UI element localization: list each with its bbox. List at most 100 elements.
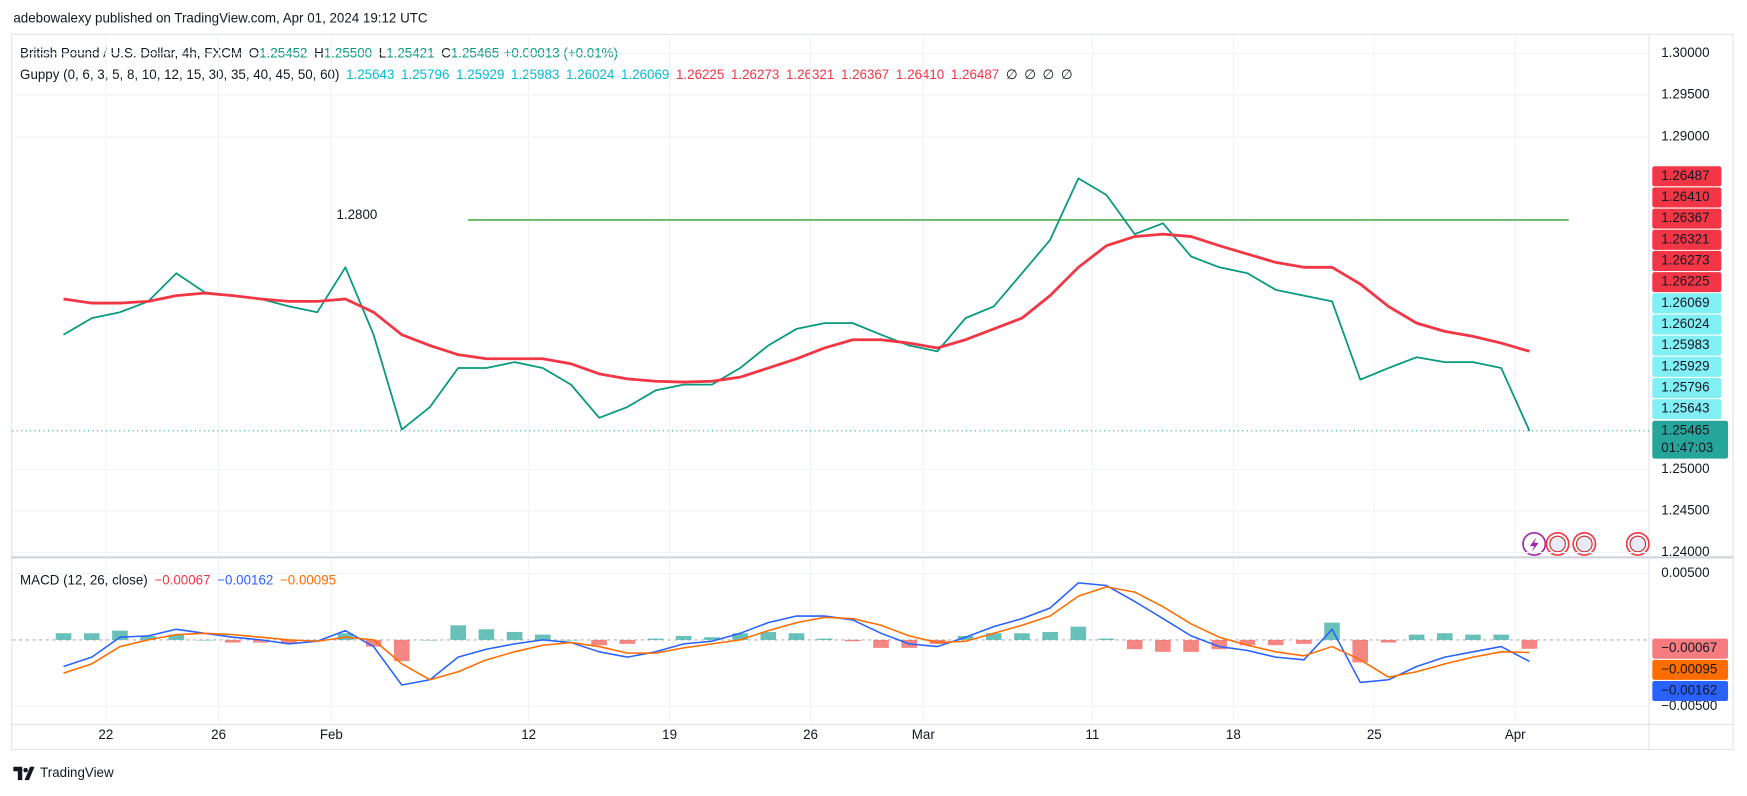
histogram-bar [365,639,382,647]
guppy-value: 1.25796 [401,66,449,81]
histogram-bar [168,634,185,640]
x-tick-label: 26 [211,727,226,742]
price-change: +0.00013 (+0.01%) [504,45,618,60]
guppy-value: ∅ [1006,66,1018,81]
histogram-bar [394,639,410,662]
histogram-bar [224,639,241,643]
histogram-bar [1493,634,1509,640]
macd-value: −0.00162 [217,572,273,587]
guppy-value: 1.25643 [346,66,394,81]
histogram-bar [422,639,438,641]
flag-icon [1629,535,1647,553]
y-tick-label: 1.24500 [1661,503,1709,518]
guppy-title: Guppy (0, 6, 3, 5, 8, 10, 12, 15, 30, 35… [20,66,339,81]
histogram-bar [1211,639,1228,650]
histogram-bar [1380,639,1397,643]
guppy-axis-box [1652,250,1722,271]
chart-frame [11,33,1734,751]
flag-icon [1549,535,1566,553]
x-tick-label: 22 [98,727,113,742]
histogram-bar [675,635,692,640]
y-tick-label: 1.24000 [1661,544,1709,559]
histogram-bar [1126,639,1143,650]
guppy-value: 1.26410 [896,66,944,81]
macd-axis-box [1652,638,1729,659]
last-price-label: 1.25465 [1661,422,1709,437]
series-line [63,582,1530,686]
series-line [63,586,1530,681]
guppy-axis-box [1652,229,1722,250]
guppy-axis-label: 1.26225 [1661,274,1709,289]
ohlc-value: 1.25465 [451,45,499,60]
guppy-value: 1.25983 [511,66,559,81]
guppy-axis-box [1652,399,1722,420]
guppy-axis-label: 1.26321 [1661,231,1709,246]
histogram-bar [534,634,551,640]
histogram-bar [704,637,720,640]
guppy-axis-label: 1.25929 [1661,358,1709,373]
ohlc-key: O [249,45,259,60]
guppy-axis-box [1652,377,1722,398]
ohlc-key: L [379,45,386,60]
histogram-bar [591,639,607,646]
histogram-bar [196,639,213,641]
histogram-bar [1070,626,1087,640]
y-tick-label: 1.25000 [1661,461,1709,476]
histogram-bar [1042,631,1058,640]
guppy-value: 1.25929 [456,66,504,81]
published-by: adebowalexy published on TradingView.com… [13,11,428,26]
guppy-axis-label: 1.26410 [1661,189,1709,204]
guppy-axis-box [1652,166,1722,187]
x-tick-label: 11 [1085,727,1099,742]
guppy-axis-label: 1.25643 [1661,401,1709,416]
guppy-value: 1.26273 [731,66,779,81]
histogram-bar [1521,639,1538,649]
series-line [63,232,1530,384]
histogram-bar [83,633,100,640]
histogram-bar [140,635,156,640]
histogram-bar [1183,639,1199,652]
guppy-value: 1.26069 [621,66,669,81]
guppy-value: 1.26024 [566,66,615,81]
guppy-axis-box [1652,335,1722,356]
histogram-bar [788,633,805,640]
histogram-bar [1352,639,1369,663]
series-line [63,177,1531,432]
last-price-box [1652,420,1729,459]
x-tick-label: 26 [803,727,818,742]
histogram-bar [845,639,861,642]
histogram-bar [450,625,466,640]
histogram-bar [478,629,495,640]
histogram-bar [1296,639,1312,644]
histogram-bar [619,639,636,644]
guppy-value: 1.26367 [841,66,889,81]
guppy-axis-box [1652,314,1722,335]
histogram-bar [55,633,72,640]
guppy-axis-box [1652,272,1722,293]
histogram-bar [873,639,889,648]
histogram-bar [732,633,748,640]
histogram-bar [563,639,579,641]
symbol-name: British Pound / U.S. Dollar, 4h, FXCM [20,45,242,60]
macd-legend: MACD (12, 26, close) −0.00067 −0.00162 −0.0… [20,572,336,587]
symbol-legend: British Pound / U.S. Dollar, 4h, FXCM O1.… [20,45,618,60]
guppy-value: 1.26225 [676,66,724,81]
macd-title: MACD (12, 26, close) [20,572,148,587]
guppy-axis-label: 1.26367 [1661,210,1709,225]
ohlc-key: C [441,45,451,60]
event-icons [1522,531,1650,556]
ohlc-value: 1.25452 [259,45,307,60]
logo-mark [13,766,35,781]
histogram-bar [1155,639,1171,652]
countdown-label: 01:47:03 [1661,440,1713,455]
y-tick-label: 0.00500 [1661,565,1709,580]
histogram-bar [647,638,664,640]
x-tick-label: Mar [912,727,936,742]
histogram-bar [1324,622,1340,640]
histogram-bar [506,631,523,640]
macd-axis-label: −0.00067 [1661,640,1717,655]
guppy-axis-label: 1.25983 [1661,337,1709,352]
macd-value: −0.00095 [280,572,336,587]
